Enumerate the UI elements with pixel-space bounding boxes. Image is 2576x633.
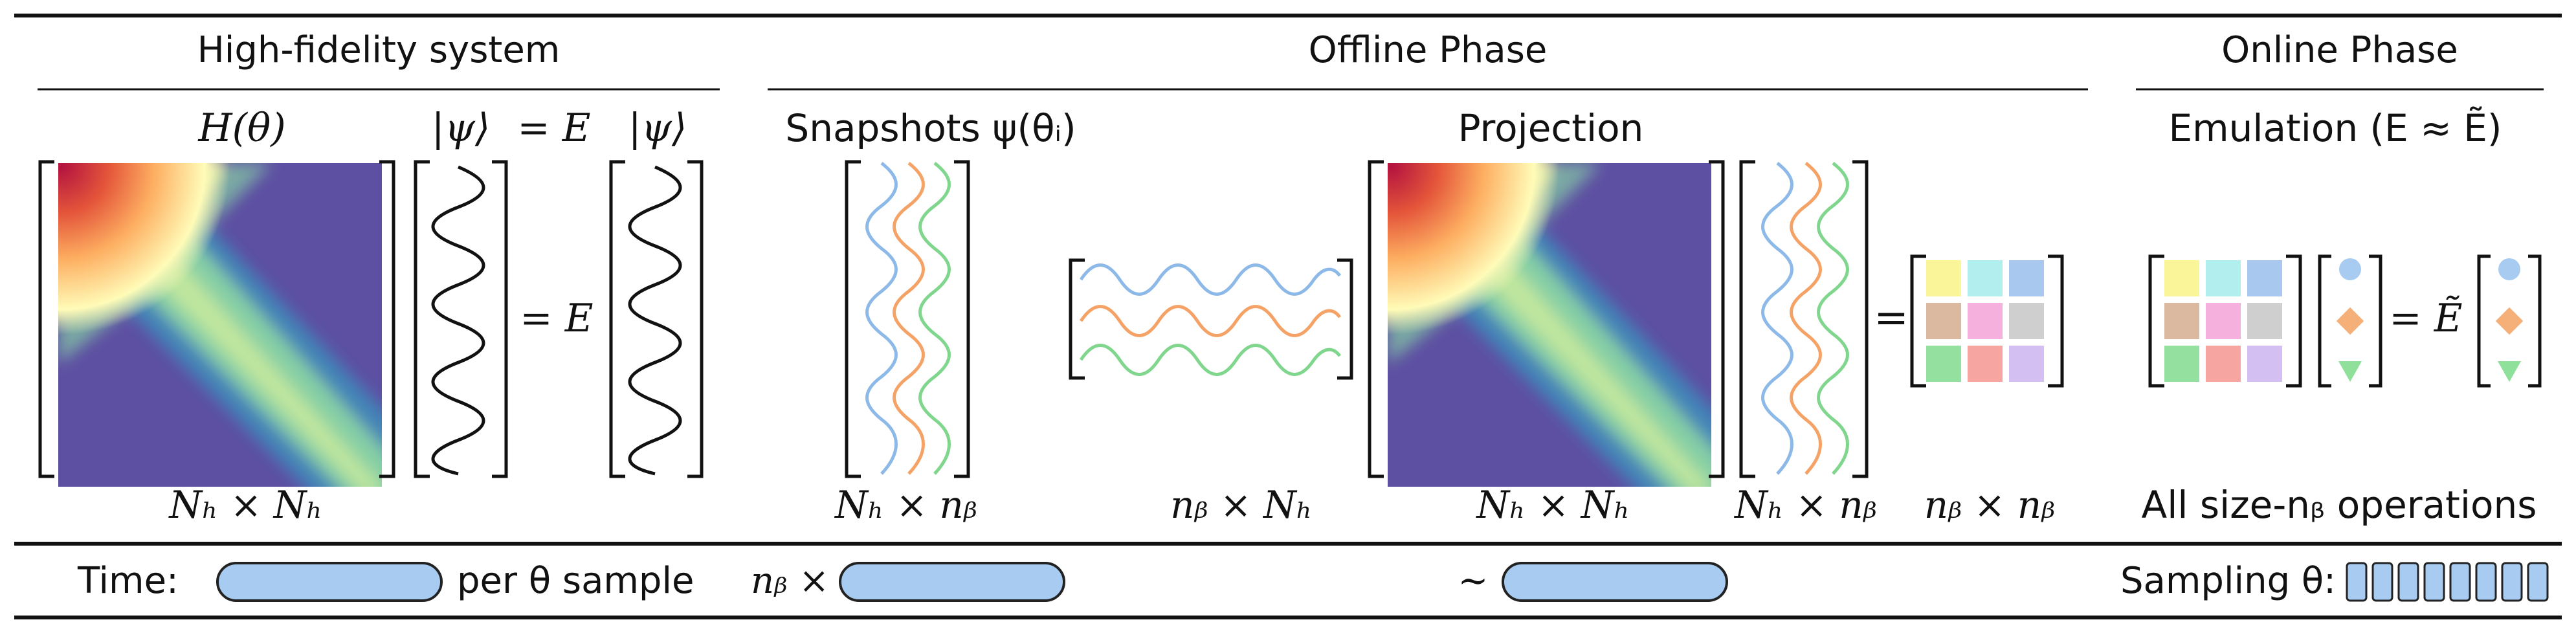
triangle-marker (2498, 361, 2521, 382)
reduced-matrix (1910, 254, 2064, 388)
eq-projection: = (1874, 294, 1909, 342)
matrix-cell (1968, 346, 2003, 382)
section-title-high-fidelity: High-fidelity system (197, 29, 561, 71)
matrix-cell (2206, 260, 2241, 296)
row-curve-3 (1079, 344, 1342, 376)
hamiltonian-label: H(θ) (197, 106, 285, 151)
emulation-label: Emulation (E ≈ Ẽ) (2168, 106, 2502, 150)
sampling-blocks (2346, 562, 2549, 602)
section-title-offline: Offline Phase (1309, 29, 1548, 71)
triangle-marker (2338, 361, 2362, 382)
eq-e-mid: = E (520, 296, 593, 341)
nb-times-label: nᵦ × (751, 560, 829, 602)
matrix-cell (2206, 303, 2241, 339)
diamond-marker (2495, 307, 2524, 335)
projection-h-dim: Nₕ × Nₕ (1475, 483, 1630, 527)
matrix-cell (2164, 346, 2199, 382)
projection-left-matrix (1069, 258, 1353, 380)
sample-block (2527, 562, 2549, 602)
snapshot-curve-1 (1761, 162, 1793, 475)
approx-label: ∼ (1458, 560, 1489, 602)
sample-block (2371, 562, 2393, 602)
reduced-matrix-cells (1926, 260, 2044, 382)
snapshot-curve-3 (1817, 162, 1849, 475)
time-pill-reference (216, 562, 443, 602)
diamond-marker (2336, 307, 2364, 335)
online-matrix-cells (2164, 260, 2282, 382)
wave-curve (431, 165, 485, 476)
sample-block (2423, 562, 2445, 602)
matrix-cell (2009, 346, 2044, 382)
snapshots-label: Snapshots ψ(θᵢ) (785, 106, 1076, 150)
wavefunction-vector-b (609, 160, 704, 478)
circle-marker (2339, 258, 2361, 280)
eq-tilde-e: = Ẽ (2389, 295, 2462, 341)
reduced-dim: nᵦ × nᵦ (1924, 483, 2055, 527)
psi-label-a: |ψ⟩ (432, 106, 491, 151)
per-sample-label: per θ sample (457, 560, 694, 602)
matrix-cell (2206, 346, 2241, 382)
time-pill-offline (839, 562, 1065, 602)
sample-block (2397, 562, 2419, 602)
matrix-cell (2009, 260, 2044, 296)
sampling-label: Sampling θ: (2120, 560, 2336, 602)
time-label: Time: (77, 560, 179, 602)
eq-e-top: = E (517, 106, 590, 151)
sample-block (2501, 562, 2523, 602)
matrix-cell (1926, 346, 1961, 382)
matrix-cell (1926, 260, 1961, 296)
snapshot-curve-3 (918, 162, 951, 475)
reduced-vector-a (2318, 254, 2382, 388)
projection-label: Projection (1458, 106, 1644, 150)
matrix-cell (2164, 260, 2199, 296)
section-title-online: Online Phase (2221, 29, 2458, 71)
sample-block (2475, 562, 2497, 602)
snapshot-dim: Nₕ × nᵦ (834, 483, 977, 527)
matrix-cell (2247, 260, 2282, 296)
matrix-cell (1926, 303, 1961, 339)
hamiltonian-dim: Nₕ × Nₕ (168, 483, 322, 527)
snapshot-curve-1 (865, 162, 898, 475)
wave-curve (628, 165, 682, 476)
projection-right-dim: Nₕ × nᵦ (1733, 483, 1877, 527)
snapshot-matrix (845, 160, 970, 478)
projection-hamiltonian-matrix (1368, 160, 1725, 526)
matrix-cell (1968, 303, 2003, 339)
sample-block (2449, 562, 2471, 602)
bracket-left (38, 160, 54, 478)
psi-label-b: |ψ⟩ (628, 106, 687, 151)
matrix-cell (2247, 346, 2282, 382)
row-curve-2 (1079, 305, 1342, 337)
hamiltonian-matrix (38, 160, 395, 526)
all-operations-label: All size-nᵦ operations (2142, 483, 2537, 527)
circle-marker (2498, 258, 2520, 280)
snapshot-curve-2 (1790, 162, 1822, 475)
matrix-cell (2247, 303, 2282, 339)
matrix-cell (2009, 303, 2044, 339)
matrix-cell (1968, 260, 2003, 296)
projection-left-dim: nᵦ × Nₕ (1170, 483, 1313, 527)
matrix-cell (2164, 303, 2199, 339)
wavefunction-vector-a (414, 160, 508, 478)
projection-right-matrix (1739, 160, 1869, 478)
online-reduced-matrix (2148, 254, 2302, 388)
bracket-right (379, 160, 395, 478)
row-curve-1 (1079, 263, 1342, 296)
snapshot-curve-2 (893, 162, 925, 475)
reduced-vector-b (2477, 254, 2542, 388)
time-pill-projection (1502, 562, 1728, 602)
sample-block (2346, 562, 2368, 602)
